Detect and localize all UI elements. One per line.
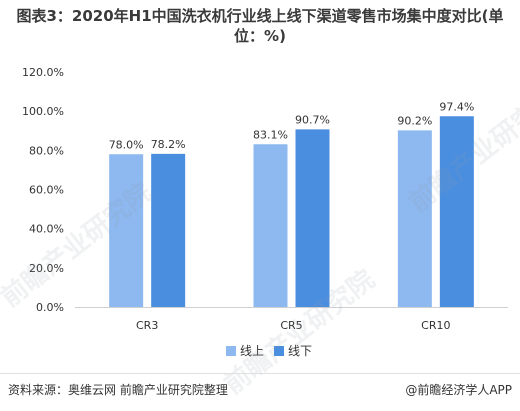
y-tick-label: 60.0% bbox=[29, 184, 64, 197]
x-tick-label: CR5 bbox=[280, 319, 302, 332]
data-label: 78.2% bbox=[151, 138, 186, 151]
y-tick-label: 80.0% bbox=[29, 144, 64, 157]
bars: 78.0% 78.2% 83.1% 90.7% 90.2% 97.4% bbox=[109, 100, 474, 307]
data-label: 90.2% bbox=[397, 114, 432, 127]
footer-divider bbox=[0, 373, 520, 374]
bar-cr5-series-2 bbox=[295, 129, 330, 307]
y-tick-label: 40.0% bbox=[29, 223, 64, 236]
legend-swatch bbox=[226, 346, 236, 356]
y-tick-label: 100.0% bbox=[22, 105, 64, 118]
bar-cr3-series-1 bbox=[109, 154, 144, 307]
y-axis: 0.0% 20.0% 40.0% 60.0% 80.0% 100.0% 120.0% bbox=[22, 66, 64, 314]
data-label: 90.7% bbox=[295, 113, 330, 126]
data-label: 97.4% bbox=[439, 100, 474, 113]
credit-note: @前瞻经济学人APP bbox=[405, 383, 512, 397]
bar-cr10-series-1 bbox=[397, 130, 432, 307]
y-tick-label: 0.0% bbox=[36, 301, 64, 314]
y-tick-label: 120.0% bbox=[22, 66, 64, 79]
bar-cr5-series-1 bbox=[253, 144, 288, 307]
data-label: 78.0% bbox=[109, 138, 144, 151]
source-note: 资料来源：奥维云网 前瞻产业研究院整理 bbox=[8, 383, 228, 397]
legend-label: 线下 bbox=[288, 344, 312, 358]
y-tick-label: 20.0% bbox=[29, 262, 64, 275]
legend-label: 线上 bbox=[240, 344, 264, 358]
data-label: 83.1% bbox=[253, 128, 288, 141]
x-tick-label: CR10 bbox=[421, 319, 450, 332]
chart-title: 图表3：2020年H1中国洗衣机行业线上线下渠道零售市场集中度对比(单位：%) bbox=[16, 7, 504, 45]
bar-cr10-series-2 bbox=[439, 116, 474, 307]
bar-cr3-series-2 bbox=[151, 153, 186, 307]
legend: 线上 线下 bbox=[226, 344, 312, 358]
x-tick-label: CR3 bbox=[136, 319, 158, 332]
legend-swatch bbox=[274, 346, 284, 356]
x-axis: CR3 CR5 CR10 bbox=[75, 307, 508, 332]
